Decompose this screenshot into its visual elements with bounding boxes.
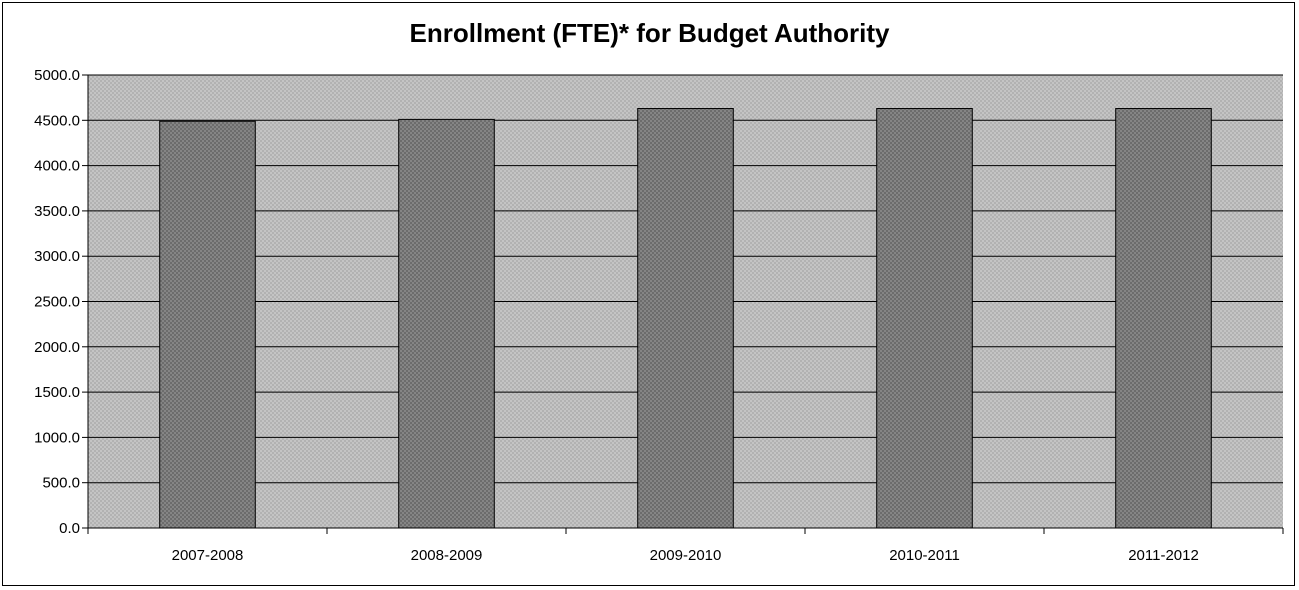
y-tick-label: 2500.0 <box>34 294 80 311</box>
y-tick-label: 5000.0 <box>34 67 80 84</box>
y-tick-label: 3500.0 <box>34 203 80 220</box>
y-tick-labels: 0.0 500.0 1000.0 1500.0 2000.0 2500.0 3000.0 35… <box>34 67 80 537</box>
y-tick-label: 1000.0 <box>34 429 80 446</box>
x-tick-label: 2011-2012 <box>1128 547 1199 564</box>
y-tick-label: 4000.0 <box>34 158 80 175</box>
x-tick-labels: 2007-2008 2008-2009 2009-2010 2010-2011 2011… <box>172 547 1199 564</box>
y-tick-label: 4500.0 <box>34 112 80 129</box>
y-tick-label: 3000.0 <box>34 248 80 265</box>
bars <box>159 108 1212 529</box>
bar <box>876 108 973 529</box>
bar <box>637 108 734 529</box>
bar <box>159 120 256 529</box>
chart-title: Enrollment (FTE)* for Budget Authority <box>409 18 890 48</box>
bar <box>1115 108 1212 529</box>
y-tick-label: 500.0 <box>42 475 80 492</box>
bar <box>398 118 495 529</box>
y-tick-label: 0.0 <box>59 520 80 537</box>
axes <box>82 74 1284 534</box>
x-tick-label: 2007-2008 <box>172 547 244 564</box>
y-tick-label: 2000.0 <box>34 339 80 356</box>
y-tick-label: 1500.0 <box>34 384 80 401</box>
x-tick-label: 2009-2010 <box>650 547 722 564</box>
x-tick-label: 2008-2009 <box>411 547 483 564</box>
x-tick-label: 2010-2011 <box>889 547 960 564</box>
